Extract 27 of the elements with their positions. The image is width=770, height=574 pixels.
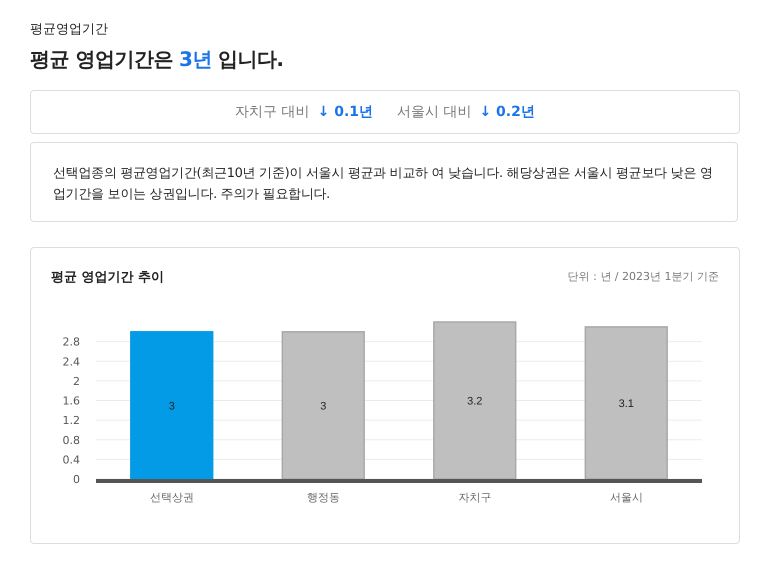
y-tick-label: 2 xyxy=(73,374,80,388)
y-tick-label: 1.6 xyxy=(62,394,80,408)
x-tick-label: 자치구 xyxy=(458,491,492,504)
y-tick-label: 0.8 xyxy=(62,434,80,447)
text: 선택업종의 평균영업기간(최근10년 기준)이 서울시 평균과 비교하 여 낮습니다. 해당상권은 서울시 평균보다 낮은 영업기간을 보이는 상권입니다. 주의가 필요합니다. xyxy=(30,142,738,222)
chart-subtitle: 단위 : 년 / 2023년 1분기 기준 xyxy=(568,269,719,284)
text: 3년 xyxy=(178,47,212,71)
y-tick-label: 2.8 xyxy=(62,336,80,349)
y-tick-label: 0.4 xyxy=(62,453,80,466)
text: 자치구 대비 xyxy=(235,103,310,121)
y-tick-label: 0 xyxy=(73,473,80,486)
chart-title: 평균 영업기간 추이 xyxy=(51,269,164,286)
data-label: 3.2 xyxy=(467,396,482,408)
y-tick-label: 1.2 xyxy=(62,414,80,428)
text: ↓ 0.1년 xyxy=(318,103,373,121)
data-label: 3.1 xyxy=(618,398,634,410)
y-tick-label: 2.4 xyxy=(62,355,80,368)
text: 평균 영업기간은 xyxy=(30,47,173,71)
text: 서울시 대비 xyxy=(397,103,472,121)
x-tick-label: 행정동 xyxy=(306,491,340,504)
x-tick-label: 선택상권 xyxy=(150,491,194,504)
data-label: 3 xyxy=(320,400,326,412)
text: 입니다. xyxy=(218,47,284,71)
text: 평균영업기간 xyxy=(30,21,108,38)
x-tick-label: 서울시 xyxy=(610,491,643,504)
data-label: 3 xyxy=(168,400,175,412)
text: ↓ 0.2년 xyxy=(479,103,535,121)
